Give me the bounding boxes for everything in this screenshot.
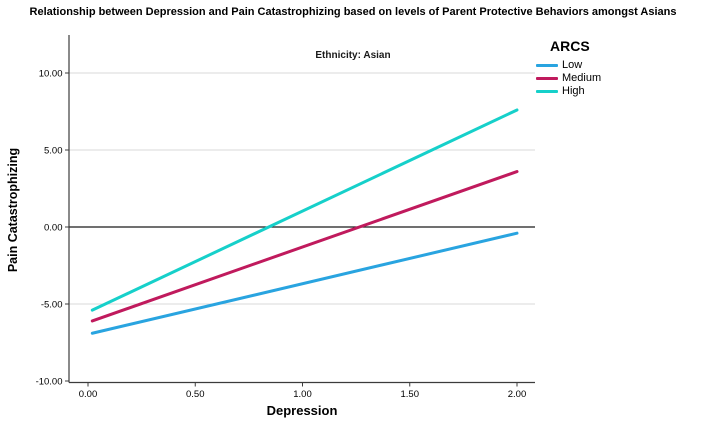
legend-title: ARCS [550,38,590,54]
series-line-low [90,231,519,335]
legend-label: Medium [562,72,602,84]
legend-label: Low [562,59,583,71]
series-line-high [90,108,519,312]
chart-subtitle: Ethnicity: Asian [315,50,391,61]
y-tick-label: 0.00 [44,223,63,234]
x-tick-label: 1.00 [293,389,312,400]
legend-item-low: Low [536,59,626,72]
y-axis-label: Pain Catastrophizing [6,147,20,273]
legend-label: High [562,85,585,97]
x-tick-label: 1.50 [401,389,420,400]
chart-title: Relationship between Depression and Pain… [29,6,677,18]
series-line-medium [90,170,519,323]
legend-swatch-low [536,64,558,67]
legend-item-medium: Medium [536,72,626,85]
x-tick-label: 0.00 [79,389,98,400]
x-tick-label: 0.50 [186,389,205,400]
y-tick-label: -5.00 [41,300,63,311]
y-tick-label: 10.00 [39,69,63,80]
legend: ARCS Low Medium High [536,38,626,98]
legend-swatch-high [536,90,558,93]
y-tick-label: -10.00 [36,377,63,388]
y-tick-label: 5.00 [44,146,63,157]
x-axis-label: Depression [266,403,338,418]
legend-item-high: High [536,85,626,98]
legend-swatch-medium [536,77,558,80]
legend-items: Low Medium High [536,59,626,98]
x-tick-label: 2.00 [508,389,527,400]
